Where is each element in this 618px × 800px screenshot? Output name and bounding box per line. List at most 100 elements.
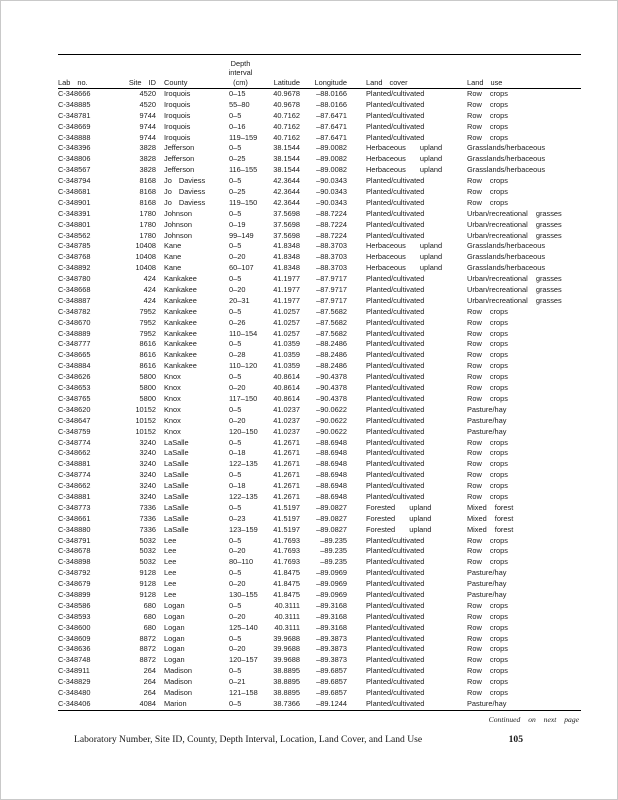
table-row: C-348661 7336 LaSalle 0–23 41.5197 –89.0827 Fo… [58, 514, 581, 525]
land-use-cell: Grasslands/herbaceous [467, 154, 546, 164]
lab-number-cell: C-348567 [58, 165, 91, 175]
table-row: C-348781 9744 Iroquois 0–5 40.7162 –87.6471 Pl… [58, 111, 581, 122]
land-cover-cell: Planted/cultivated [366, 491, 425, 501]
county-cell: Jo Daviess [164, 197, 206, 207]
land-use-cell: Row crops [467, 470, 508, 480]
site-id-cell: 9744 [139, 132, 156, 142]
land-cover-cell: Planted/cultivated [366, 306, 425, 316]
table-row: C-348662 3240 LaSalle 0–18 41.2671 –88.6948 Pl… [58, 448, 581, 459]
depth-interval-cell: 0–20 [229, 644, 246, 654]
land-cover-cell: Forested upland [366, 513, 432, 523]
lab-number-cell: C-348774 [58, 437, 91, 447]
county-cell: Iroquois [164, 99, 191, 109]
table-row: C-348792 9128 Lee 0–5 41.8475 –89.0969 Planted… [58, 568, 581, 579]
latitude-cell: 41.5197 [273, 513, 300, 523]
site-id-cell: 10408 [135, 263, 156, 273]
site-id-cell: 4520 [139, 89, 156, 98]
land-use-cell: Row crops [467, 557, 508, 567]
depth-header-line1: Depth [230, 58, 251, 68]
latitude-cell: 41.7693 [273, 535, 300, 545]
longitude-cell: –89.6857 [316, 677, 347, 687]
depth-interval-cell: 0–5 [229, 666, 242, 676]
depth-interval-cell: 0–5 [229, 568, 242, 578]
table-caption: Laboratory Number, Site ID, County, Dept… [74, 734, 423, 745]
lab-number-cell: C-348586 [58, 600, 91, 610]
latitude-cell: 38.8895 [273, 666, 300, 676]
latitude-cell: 40.3111 [274, 622, 300, 632]
depth-interval-cell: 0–5 [229, 241, 242, 251]
longitude-cell: –89.0082 [316, 143, 347, 153]
land-cover-cell: Planted/cultivated [366, 176, 425, 186]
county-cell: Lee [164, 589, 177, 599]
longitude-cell: –87.9717 [316, 274, 347, 284]
depth-header-line3: (cm) [233, 77, 248, 87]
land-cover-cell: Herbaceous upland [366, 263, 443, 273]
lab-number-cell: C-348780 [58, 274, 91, 284]
land-cover-cell: Planted/cultivated [366, 448, 425, 458]
county-cell: LaSalle [164, 524, 189, 534]
site-id-cell: 5032 [139, 546, 156, 556]
longitude-cell: –90.0343 [316, 197, 347, 207]
site-id-cell: 7336 [139, 524, 156, 534]
depth-interval-cell: 0–5 [229, 437, 242, 447]
county-cell: Knox [164, 415, 181, 425]
depth-header-line2: interval [228, 68, 253, 77]
table-row: C-348669 9744 Iroquois 0–16 40.7162 –87.6471 P… [58, 122, 581, 133]
longitude-cell: –87.5682 [316, 317, 347, 327]
land-cover-cell: Planted/cultivated [366, 89, 425, 98]
depth-interval-cell: 121–158 [229, 687, 258, 697]
county-cell: Marion [164, 698, 187, 708]
land-use-cell: Row crops [467, 110, 508, 120]
table-row: C-348881 3240 LaSalle 122–135 41.2671 –88.694… [58, 459, 581, 470]
land-cover-cell: Planted/cultivated [366, 393, 425, 403]
county-cell: Johnson [164, 219, 192, 229]
table-row: C-348593 680 Logan 0–20 40.3111 –89.3168 Plant… [58, 612, 581, 623]
longitude-cell: –89.235 [320, 546, 347, 556]
longitude-cell: –89.0969 [316, 568, 347, 578]
longitude-cell: –90.4378 [316, 393, 347, 403]
lab-number-cell: C-348406 [58, 698, 91, 708]
latitude-cell: 40.8614 [273, 372, 300, 382]
latitude-cell: 41.0237 [273, 426, 300, 436]
land-cover-cell: Planted/cultivated [366, 285, 425, 295]
land-use-cell: Grasslands/herbaceous [467, 263, 546, 273]
longitude-cell: –88.3703 [316, 252, 347, 262]
table-row: C-348681 8168 Jo Daviess 0–25 42.3644 –90.034… [58, 187, 581, 198]
depth-interval-cell: 110–154 [229, 328, 258, 338]
lab-number-cell: C-348759 [58, 426, 91, 436]
depth-interval-cell: 123–159 [229, 524, 258, 534]
longitude-cell: –88.6948 [316, 437, 347, 447]
land-use-cell: Row crops [467, 361, 508, 371]
longitude-cell: –89.3168 [316, 622, 347, 632]
table-row: C-348898 5032 Lee 80–110 41.7693 –89.235 Plant… [58, 557, 581, 568]
lab-number-cell: C-348681 [58, 187, 91, 197]
table-row: C-348777 8616 Kankakee 0–5 41.0359 –88.2486 Pl… [58, 339, 581, 350]
county-cell: Knox [164, 393, 181, 403]
latitude-cell: 40.3111 [274, 611, 300, 621]
county-cell: Logan [164, 611, 185, 621]
table-row: C-348899 9128 Lee 130–155 41.8475 –89.0969 Pla… [58, 590, 581, 601]
site-id-cell: 9128 [139, 589, 156, 599]
land-cover-cell: Planted/cultivated [366, 328, 425, 338]
site-id-cell: 3240 [139, 448, 156, 458]
land-cover-cell: Planted/cultivated [366, 230, 425, 240]
column-header-land-use: Land use [467, 78, 503, 87]
county-cell: Jefferson [164, 165, 195, 175]
longitude-cell: –89.3168 [316, 600, 347, 610]
longitude-cell: –87.9717 [316, 295, 347, 305]
land-use-cell: Pasture/hay [467, 589, 507, 599]
depth-interval-cell: 0–21 [229, 677, 246, 687]
latitude-cell: 41.2671 [273, 437, 300, 447]
lab-number-cell: C-348892 [58, 263, 91, 273]
column-header-site-id: Site ID [128, 78, 156, 87]
land-use-cell: Row crops [467, 383, 508, 393]
latitude-cell: 37.5698 [273, 230, 300, 240]
land-cover-cell: Herbaceous upland [366, 241, 443, 251]
land-use-cell: Urban/recreational grasses [467, 295, 562, 305]
latitude-cell: 40.7162 [273, 132, 300, 142]
site-id-cell: 9744 [139, 121, 156, 131]
land-cover-cell: Herbaceous upland [366, 143, 443, 153]
county-cell: Iroquois [164, 121, 191, 131]
latitude-cell: 41.0237 [273, 415, 300, 425]
